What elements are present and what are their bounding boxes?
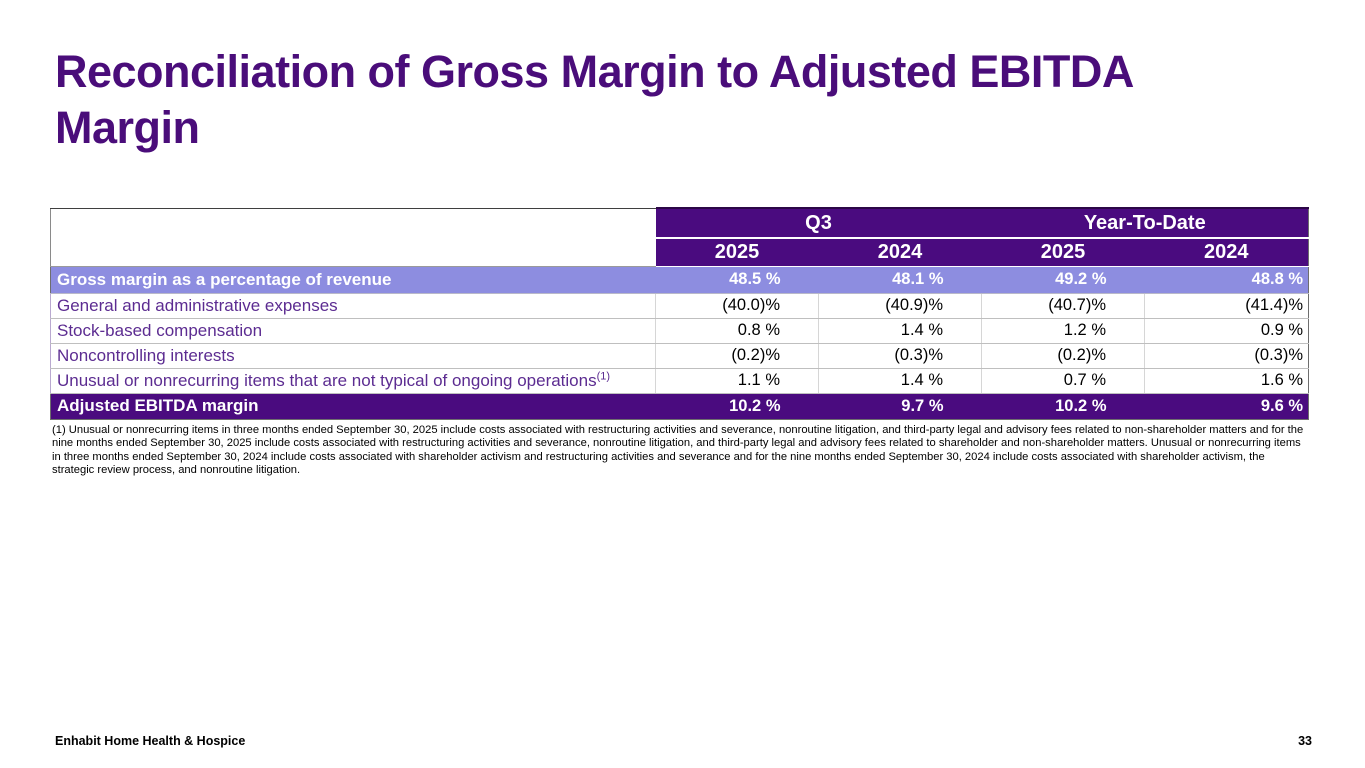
row-label: Gross margin as a percentage of revenue	[50, 266, 656, 294]
row-value: 0.7 %	[981, 368, 1145, 394]
row-value: (40.9)%	[818, 293, 982, 319]
row-value: (40.7)%	[981, 293, 1145, 319]
table-row: Unusual or nonrecurring items that are n…	[50, 368, 1309, 394]
table-row: Adjusted EBITDA margin 10.2 % 9.7 % 10.2 % 9…	[50, 392, 1309, 419]
corner-cell	[50, 207, 656, 267]
row-value: (41.4)%	[1143, 293, 1309, 319]
table-body: Gross margin as a percentage of revenue 4…	[50, 266, 1309, 419]
row-value: 1.4 %	[818, 318, 982, 344]
reconciliation-table-container: Q3 Year-To-Date 2025 2024 2025 2024 Gros…	[50, 207, 1310, 420]
footer-company-name: Enhabit Home Health & Hospice	[55, 734, 246, 748]
page-title: Reconciliation of Gross Margin to Adjust…	[55, 46, 1133, 153]
year-header-row: 2025 2024 2025 2024	[51, 238, 1309, 267]
row-value: 1.6 %	[1143, 368, 1309, 394]
footer-page-number: 33	[1298, 734, 1312, 748]
reconciliation-table: Q3 Year-To-Date 2025 2024 2025 2024 Gros…	[50, 207, 1310, 420]
row-value: 9.7 %	[818, 392, 982, 419]
year-header: 2024	[818, 238, 982, 267]
row-value: 1.4 %	[818, 368, 982, 394]
year-header: 2024	[1144, 238, 1309, 267]
row-value: 10.2 %	[655, 392, 819, 419]
column-group-header-row: Q3 Year-To-Date	[50, 207, 1309, 267]
row-value: (0.3)%	[1143, 343, 1309, 369]
footnote: (1) Unusual or nonrecurring items in thr…	[52, 424, 1304, 477]
row-value: 9.6 %	[1144, 392, 1309, 419]
row-value: 1.1 %	[655, 368, 819, 394]
column-group-q3: Q3	[655, 207, 982, 239]
row-value: 0.8 %	[655, 318, 819, 344]
row-label: Adjusted EBITDA margin	[50, 392, 656, 419]
footnote-reference: (1)	[596, 369, 611, 382]
column-group-ytd: Year-To-Date	[981, 207, 1309, 239]
table-row: Gross margin as a percentage of revenue 4…	[50, 266, 1309, 294]
row-label: Stock-based compensation	[50, 318, 656, 344]
year-header: 2025	[981, 238, 1145, 267]
row-value: 10.2 %	[981, 392, 1145, 419]
table-row: Noncontrolling interests (0.2)% (0.3)% (0.2…	[50, 343, 1309, 369]
row-value: 48.1 %	[818, 266, 982, 294]
row-value: 49.2 %	[981, 266, 1145, 294]
row-value: 48.5 %	[655, 266, 819, 294]
row-label: Unusual or nonrecurring items that are n…	[50, 368, 656, 394]
row-value: 1.2 %	[981, 318, 1145, 344]
table-row: Stock-based compensation 0.8 % 1.4 % 1.2 % 0…	[50, 318, 1309, 344]
row-label: Noncontrolling interests	[50, 343, 656, 369]
row-value: (0.2)%	[981, 343, 1145, 369]
row-value: 0.9 %	[1143, 318, 1309, 344]
row-value: (0.2)%	[655, 343, 819, 369]
row-value: (40.0)%	[655, 293, 819, 319]
row-label: General and administrative expenses	[50, 293, 656, 319]
row-value: (0.3)%	[818, 343, 982, 369]
table-row: General and administrative expenses (40.0…	[50, 293, 1309, 319]
year-header: 2025	[655, 238, 819, 267]
row-value: 48.8 %	[1144, 266, 1309, 294]
